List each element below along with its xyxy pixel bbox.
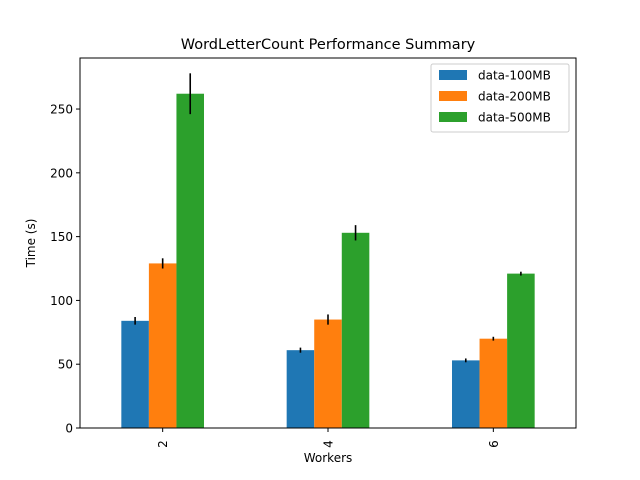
- y-axis-label: Time (s): [24, 219, 38, 269]
- bar: [176, 93, 204, 429]
- x-axis: 2 4 6: [156, 428, 501, 448]
- legend-label: data-100MB: [478, 69, 551, 83]
- y-axis: 0 50 100 150 200 250: [50, 103, 80, 436]
- x-tick-label: 6: [487, 440, 501, 448]
- bar: [286, 350, 315, 428]
- bar: [121, 320, 149, 428]
- x-tick-label: 2: [156, 440, 170, 448]
- y-tick-label: 0: [65, 422, 73, 436]
- x-axis-label: Workers: [304, 451, 353, 465]
- bar: [507, 273, 535, 428]
- bar: [148, 263, 177, 428]
- y-tick-label: 50: [58, 358, 73, 372]
- y-tick-label: 250: [50, 103, 73, 117]
- axes-frame: [79, 57, 577, 429]
- x-tick-label: 4: [322, 440, 336, 448]
- legend-swatch: [439, 70, 467, 80]
- legend-label: data-500MB: [478, 111, 551, 125]
- legend: data-100MB data-200MB data-500MB: [430, 63, 570, 133]
- legend-swatch: [439, 112, 467, 122]
- bar: [341, 232, 370, 428]
- bar: [314, 319, 342, 428]
- y-tick-label: 200: [50, 166, 73, 180]
- y-tick-label: 100: [50, 294, 73, 308]
- bar: [479, 338, 508, 428]
- legend-swatch: [439, 91, 467, 101]
- plot-area: [121, 73, 535, 429]
- chart-title: WordLetterCount Performance Summary: [181, 37, 476, 53]
- legend-label: data-200MB: [478, 90, 551, 104]
- y-tick-label: 150: [50, 230, 73, 244]
- bar: [452, 360, 480, 428]
